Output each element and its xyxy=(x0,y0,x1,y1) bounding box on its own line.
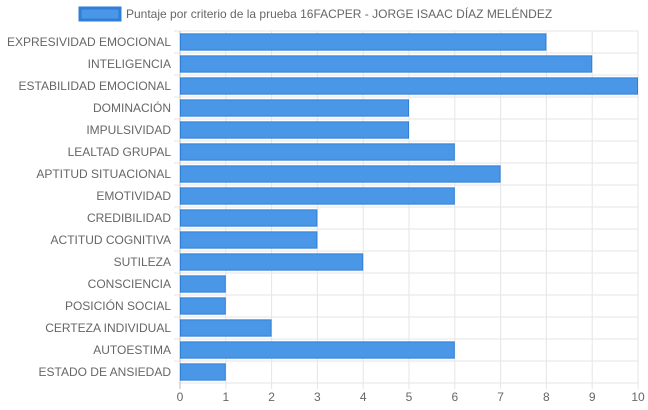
legend[interactable]: Puntaje por criterio de la prueba 16FACP… xyxy=(78,6,552,22)
category-label: ESTABILIDAD EMOCIONAL xyxy=(19,79,172,93)
category-label: EMOTIVIDAD xyxy=(96,189,171,203)
bar xyxy=(180,77,638,95)
bar xyxy=(180,187,455,205)
bar xyxy=(180,209,318,227)
bar xyxy=(180,143,455,161)
category-label: EXPRESIVIDAD EMOCIONAL xyxy=(7,35,171,49)
x-tick-label: 5 xyxy=(406,390,413,404)
bar xyxy=(180,33,547,51)
bar xyxy=(180,363,226,381)
x-tick-label: 4 xyxy=(360,390,367,404)
category-label: CREDIBILIDAD xyxy=(87,211,171,225)
category-labels: EXPRESIVIDAD EMOCIONAL INTELIGENCIA ESTABI… xyxy=(7,35,171,379)
category-label: ACTITUD COGNITIVA xyxy=(51,233,171,247)
category-label: DOMINACIÓN xyxy=(93,100,171,115)
bar xyxy=(180,231,318,249)
category-label: ESTADO DE ANSIEDAD xyxy=(39,365,172,379)
x-tick-label: 8 xyxy=(543,390,550,404)
x-tick-label: 10 xyxy=(631,390,645,404)
category-label: SUTILEZA xyxy=(114,255,171,269)
x-tick-labels: 0 1 2 3 4 5 6 7 8 9 10 xyxy=(177,390,645,404)
x-tick-label: 6 xyxy=(451,390,458,404)
bar xyxy=(180,319,272,337)
bar xyxy=(180,99,409,117)
category-label: LEALTAD GRUPAL xyxy=(68,145,172,159)
x-tick-label: 2 xyxy=(268,390,275,404)
category-label: APTITUD SITUACIONAL xyxy=(36,167,171,181)
category-label: CERTEZA INDIVIDUAL xyxy=(45,321,171,335)
x-tick-label: 3 xyxy=(314,390,321,404)
category-label: IMPULSIVIDAD xyxy=(86,123,171,137)
category-label: INTELIGENCIA xyxy=(88,57,171,71)
bar xyxy=(180,253,364,271)
bars xyxy=(180,33,638,381)
bar xyxy=(180,341,455,359)
legend-swatch xyxy=(78,6,122,22)
x-tick-label: 1 xyxy=(222,390,229,404)
bar xyxy=(180,55,593,73)
category-label: POSICIÓN SOCIAL xyxy=(65,298,171,313)
bar xyxy=(180,165,501,183)
x-tick-label: 0 xyxy=(177,390,184,404)
x-tick-label: 9 xyxy=(589,390,596,404)
bar xyxy=(180,121,409,139)
x-tick-label: 7 xyxy=(497,390,504,404)
bar xyxy=(180,297,226,315)
category-label: AUTOESTIMA xyxy=(93,343,171,357)
legend-label: Puntaje por criterio de la prueba 16FACP… xyxy=(126,6,552,21)
bar xyxy=(180,275,226,293)
category-label: CONSCIENCIA xyxy=(88,277,171,291)
